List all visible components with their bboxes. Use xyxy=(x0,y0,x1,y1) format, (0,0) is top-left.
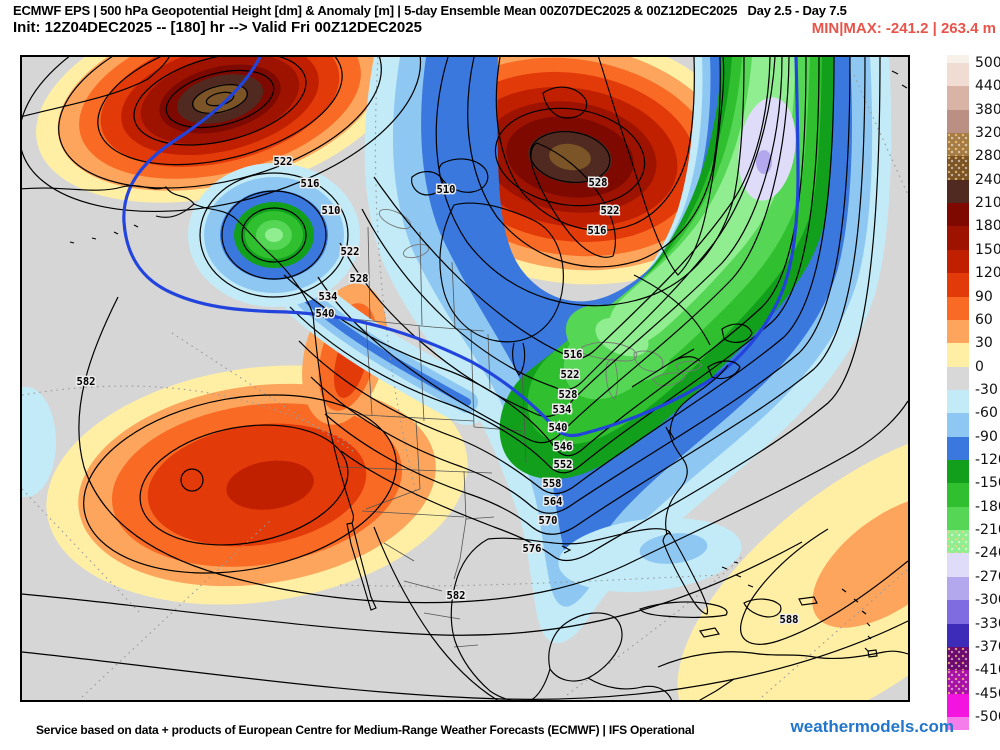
contour-label: 522 xyxy=(274,156,293,168)
colorbar-swatch xyxy=(947,249,969,274)
colorbar-label: 320 xyxy=(975,125,1000,142)
colorbar-label: 380 xyxy=(975,101,1000,118)
contour-label: 552 xyxy=(554,459,573,471)
colorbar-swatch xyxy=(947,366,969,390)
colorbar-label: 90 xyxy=(975,288,993,305)
contour-label: 516 xyxy=(588,225,607,237)
anomaly-fills xyxy=(22,57,908,700)
colorbar-label: 60 xyxy=(975,311,993,328)
colorbar-swatch xyxy=(947,226,969,250)
colorbar-labels: 500 440 380 320 280 240 210 180 150 120 90 60 30 0 -30… xyxy=(975,55,1000,730)
contour-label: 510 xyxy=(322,205,341,217)
contour-label: 588 xyxy=(780,614,799,626)
colorbar-label: -210 xyxy=(975,522,1000,539)
colorbar-label: -60 xyxy=(975,405,998,422)
map-canvas: 522 516 510 510 528 522 516 522 528 534 540 516 522 5… xyxy=(22,57,908,700)
colorbar-label: -410 xyxy=(975,662,1000,679)
colorbar-label: -500 xyxy=(975,708,1000,725)
colorbar-swatch xyxy=(947,86,969,110)
contour-label: 558 xyxy=(543,478,562,490)
init-valid-line: Init: 12Z04DEC2025 -- [180] hr --> Valid… xyxy=(13,19,422,36)
contour-label: 528 xyxy=(559,389,578,401)
colorbar-label: 0 xyxy=(975,358,984,375)
colorbar-label: 180 xyxy=(975,218,1000,235)
colorbar-label: -240 xyxy=(975,545,1000,562)
colorbar xyxy=(947,55,969,730)
contour-label: 516 xyxy=(301,178,320,190)
colorbar-swatch xyxy=(947,646,969,671)
colorbar-swatch xyxy=(947,506,969,531)
colorbar-label: -450 xyxy=(975,685,1000,702)
contour-label: 582 xyxy=(77,376,96,388)
contour-label: 510 xyxy=(437,184,456,196)
colorbar-label: -30 xyxy=(975,381,998,398)
colorbar-label: -150 xyxy=(975,475,1000,492)
contour-label: 564 xyxy=(544,496,563,508)
colorbar-swatch xyxy=(947,530,969,554)
colorbar-swatch xyxy=(947,716,969,730)
colorbar-swatch xyxy=(947,55,969,63)
coastlines xyxy=(22,57,908,700)
colorbar-swatch xyxy=(947,553,969,577)
colorbar-label: -330 xyxy=(975,615,1000,632)
graticule-lines xyxy=(22,57,908,698)
colorbar-swatch xyxy=(947,576,969,601)
colorbar-swatch xyxy=(947,319,969,344)
colorbar-label: 30 xyxy=(975,335,993,352)
contour-label: 582 xyxy=(447,590,466,602)
colorbar-swatch xyxy=(947,600,969,624)
page-title: ECMWF EPS | 500 hPa Geopotential Height … xyxy=(13,3,847,18)
contour-label: 522 xyxy=(561,369,580,381)
colorbar-label: 210 xyxy=(975,195,1000,212)
colorbar-swatch xyxy=(947,483,969,507)
brand-link[interactable]: weathermodels.com xyxy=(790,717,954,736)
contour-label: 546 xyxy=(554,441,573,453)
colorbar-label: 280 xyxy=(975,148,1000,165)
colorbar-swatch xyxy=(947,273,969,297)
colorbar-swatch xyxy=(947,296,969,320)
colorbar-label: 150 xyxy=(975,241,1000,258)
colorbar-label: 240 xyxy=(975,171,1000,188)
contour-label: 528 xyxy=(350,273,369,285)
minmax-value: MIN|MAX: -241.2 | 263.4 m xyxy=(811,20,996,37)
colorbar-swatch xyxy=(947,156,969,180)
colorbar-label: -180 xyxy=(975,498,1000,515)
colorbar-swatch xyxy=(947,133,969,157)
contour-label: 540 xyxy=(549,422,568,434)
colorbar-swatch xyxy=(947,413,969,437)
contour-label: 534 xyxy=(553,404,572,416)
colorbar-label: 440 xyxy=(975,78,1000,95)
colorbar-swatch xyxy=(947,63,969,87)
contour-label: 540 xyxy=(316,308,335,320)
colorbar-label: -370 xyxy=(975,638,1000,655)
height-contours xyxy=(22,57,908,700)
colorbar-swatch xyxy=(947,693,969,717)
colorbar-swatch xyxy=(947,436,969,461)
colorbar-swatch xyxy=(947,460,969,484)
colorbar-swatch xyxy=(947,670,969,694)
colorbar-swatch xyxy=(947,179,969,204)
colorbar-label: -270 xyxy=(975,568,1000,585)
contour-labels: 522 516 510 510 528 522 516 522 528 534 540 516 522 5… xyxy=(75,155,800,628)
weather-map: 522 516 510 510 528 522 516 522 528 534 540 516 522 5… xyxy=(20,55,910,702)
footer-attribution: Service based on data + products of Euro… xyxy=(36,723,695,737)
highlight-contour-540 xyxy=(122,57,800,438)
colorbar-label: -300 xyxy=(975,592,1000,609)
colorbar-swatch xyxy=(947,203,969,227)
contour-label: 570 xyxy=(539,515,558,527)
contour-label: 516 xyxy=(564,349,583,361)
contour-label: 528 xyxy=(589,177,608,189)
colorbar-label: 120 xyxy=(975,265,1000,282)
colorbar-swatch xyxy=(947,109,969,134)
colorbar-label: -90 xyxy=(975,428,998,445)
colorbar-label: 500 xyxy=(975,55,1000,71)
colorbar-swatch xyxy=(947,343,969,367)
colorbar-label: -120 xyxy=(975,452,1000,469)
contour-label: 522 xyxy=(601,205,620,217)
contour-label: 576 xyxy=(523,543,542,555)
colorbar-swatch xyxy=(947,389,969,414)
contour-label: 522 xyxy=(341,246,360,258)
contour-label: 534 xyxy=(319,291,338,303)
colorbar-swatch xyxy=(947,623,969,647)
